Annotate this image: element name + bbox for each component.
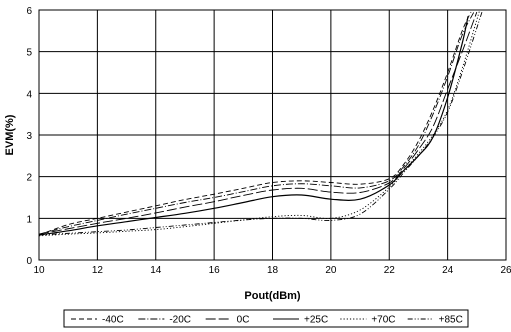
series-lines: [38, 9, 484, 237]
series-line-2: [38, 11, 478, 235]
series-line-0: [38, 11, 472, 236]
y-tick-label: 2: [26, 173, 32, 184]
y-tick-label: 6: [26, 6, 32, 17]
grid-lines: [38, 9, 507, 261]
x-tick-label: 10: [33, 265, 45, 276]
legend-label: +70C: [371, 315, 395, 326]
series-line-3: [38, 16, 469, 236]
legend-label: -40C: [102, 315, 124, 326]
x-tick-label: 24: [442, 265, 454, 276]
series-line-1: [38, 11, 475, 235]
x-tick-label: 12: [92, 265, 104, 276]
legend-label: +25C: [304, 315, 328, 326]
x-axis-title: Pout(dBm): [244, 290, 301, 302]
x-tick-label: 22: [384, 265, 396, 276]
y-tick-label: 1: [26, 214, 32, 225]
series-line-4: [38, 9, 481, 237]
legend-label: +85C: [439, 315, 463, 326]
series-line-5: [38, 9, 484, 236]
x-tick-label: 20: [325, 265, 337, 276]
x-tick-label: 26: [500, 265, 511, 276]
y-axis-title: EVM(%): [4, 114, 16, 155]
legend-box: [63, 309, 469, 328]
y-tick-label: 5: [26, 48, 32, 59]
y-tick-label: 4: [26, 89, 32, 100]
y-tick-label: 0: [26, 256, 32, 267]
x-tick-label: 18: [267, 265, 279, 276]
x-tick-label: 16: [209, 265, 221, 276]
y-tick-label: 3: [26, 131, 32, 142]
legend-label: 0C: [237, 315, 250, 326]
legend-label: -20C: [169, 315, 191, 326]
legend: -40C -20C 0C +25C +70C +85C: [63, 309, 469, 328]
plot-frame: [38, 9, 507, 261]
x-tick-label: 14: [150, 265, 162, 276]
